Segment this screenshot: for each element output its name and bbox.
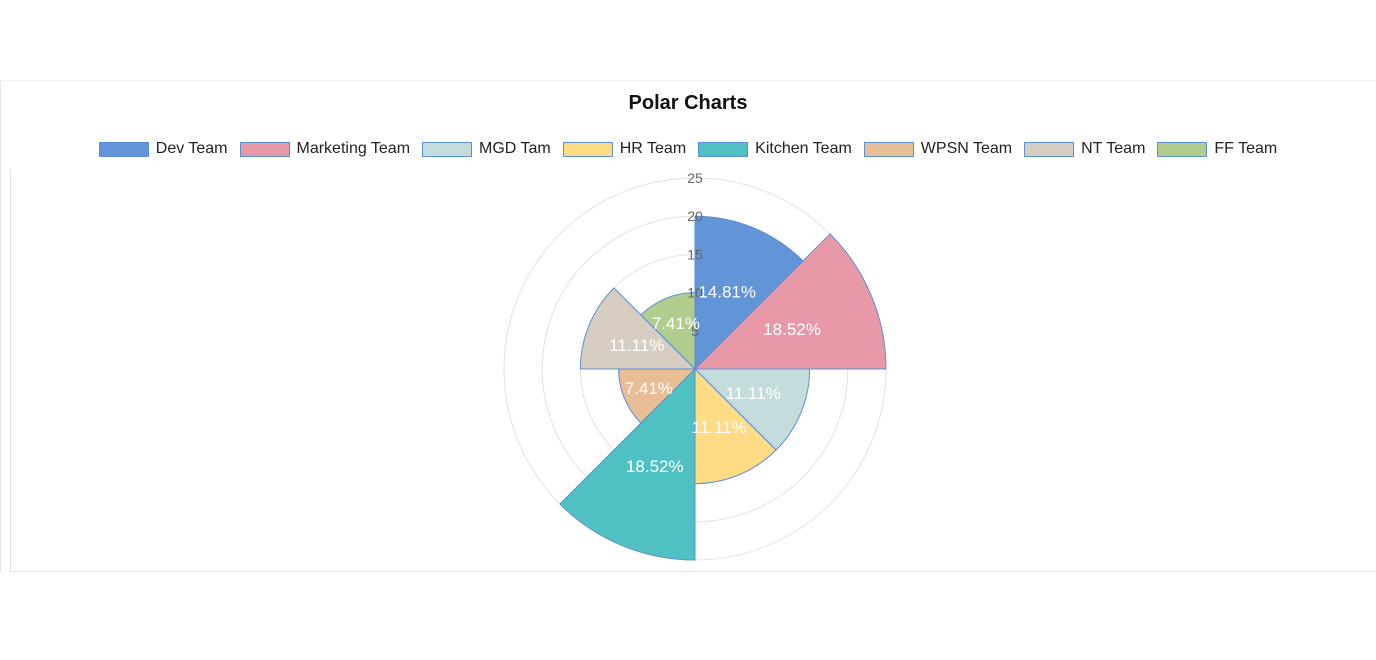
data-label: 14.81% [698,282,756,301]
legend-label: Dev Team [155,140,228,157]
data-label: 18.52% [626,457,684,476]
legend-item[interactable]: NT Team [1024,140,1145,158]
legend-swatch [98,141,149,157]
legend-swatch [239,141,290,157]
legend-label: MGD Tam [479,140,551,157]
chart-card [0,80,1376,572]
r-tick-label: 15 [687,246,703,262]
polar-sector[interactable] [559,367,696,561]
polar-sector[interactable] [694,367,777,485]
legend-item[interactable]: MGD Tam [422,140,551,158]
legend-item[interactable]: HR Team [562,140,687,158]
plot-frame [10,169,1376,572]
legend-label: NT Team [1081,140,1146,157]
legend-item[interactable]: Marketing Team [239,140,411,158]
legend-swatch [698,141,749,157]
legend-label: HR Team [619,140,687,157]
polar-sector[interactable] [618,368,697,424]
legend-swatch [1157,141,1208,157]
r-tick-label: 25 [687,170,703,186]
polar-sector[interactable] [693,233,887,370]
data-label: 7.41% [652,314,700,333]
legend-item[interactable]: FF Team [1157,140,1277,158]
legend-item[interactable]: Dev Team [98,140,228,158]
legend: Dev Team Marketing Team MGD Tam HR Team Kitc… [0,140,1376,158]
legend-label: FF Team [1214,140,1278,157]
data-label: 11.11% [692,418,747,437]
polar-sector[interactable] [693,368,811,451]
r-tick-label: 10 [687,285,703,301]
data-label: 18.52% [763,320,821,339]
r-tick-label: 5 [691,323,699,339]
r-tick-label: 20 [687,208,703,224]
legend-swatch [1024,141,1075,157]
legend-swatch [562,141,613,157]
chart-title: Polar Charts [628,92,748,114]
data-label: 11.11% [609,336,664,355]
polar-sector[interactable] [579,287,697,370]
legend-swatch [422,141,473,157]
legend-label: Marketing Team [296,140,411,157]
legend-item[interactable]: WPSN Team [863,140,1013,158]
data-label: 7.41% [625,379,673,398]
legend-swatch [863,141,914,157]
polar-sector[interactable] [640,292,696,371]
legend-label: WPSN Team [920,140,1013,157]
polar-sector[interactable] [694,215,804,371]
legend-label: Kitchen Team [755,140,852,157]
legend-item[interactable]: Kitchen Team [698,140,852,158]
data-label: 11.11% [726,384,781,403]
